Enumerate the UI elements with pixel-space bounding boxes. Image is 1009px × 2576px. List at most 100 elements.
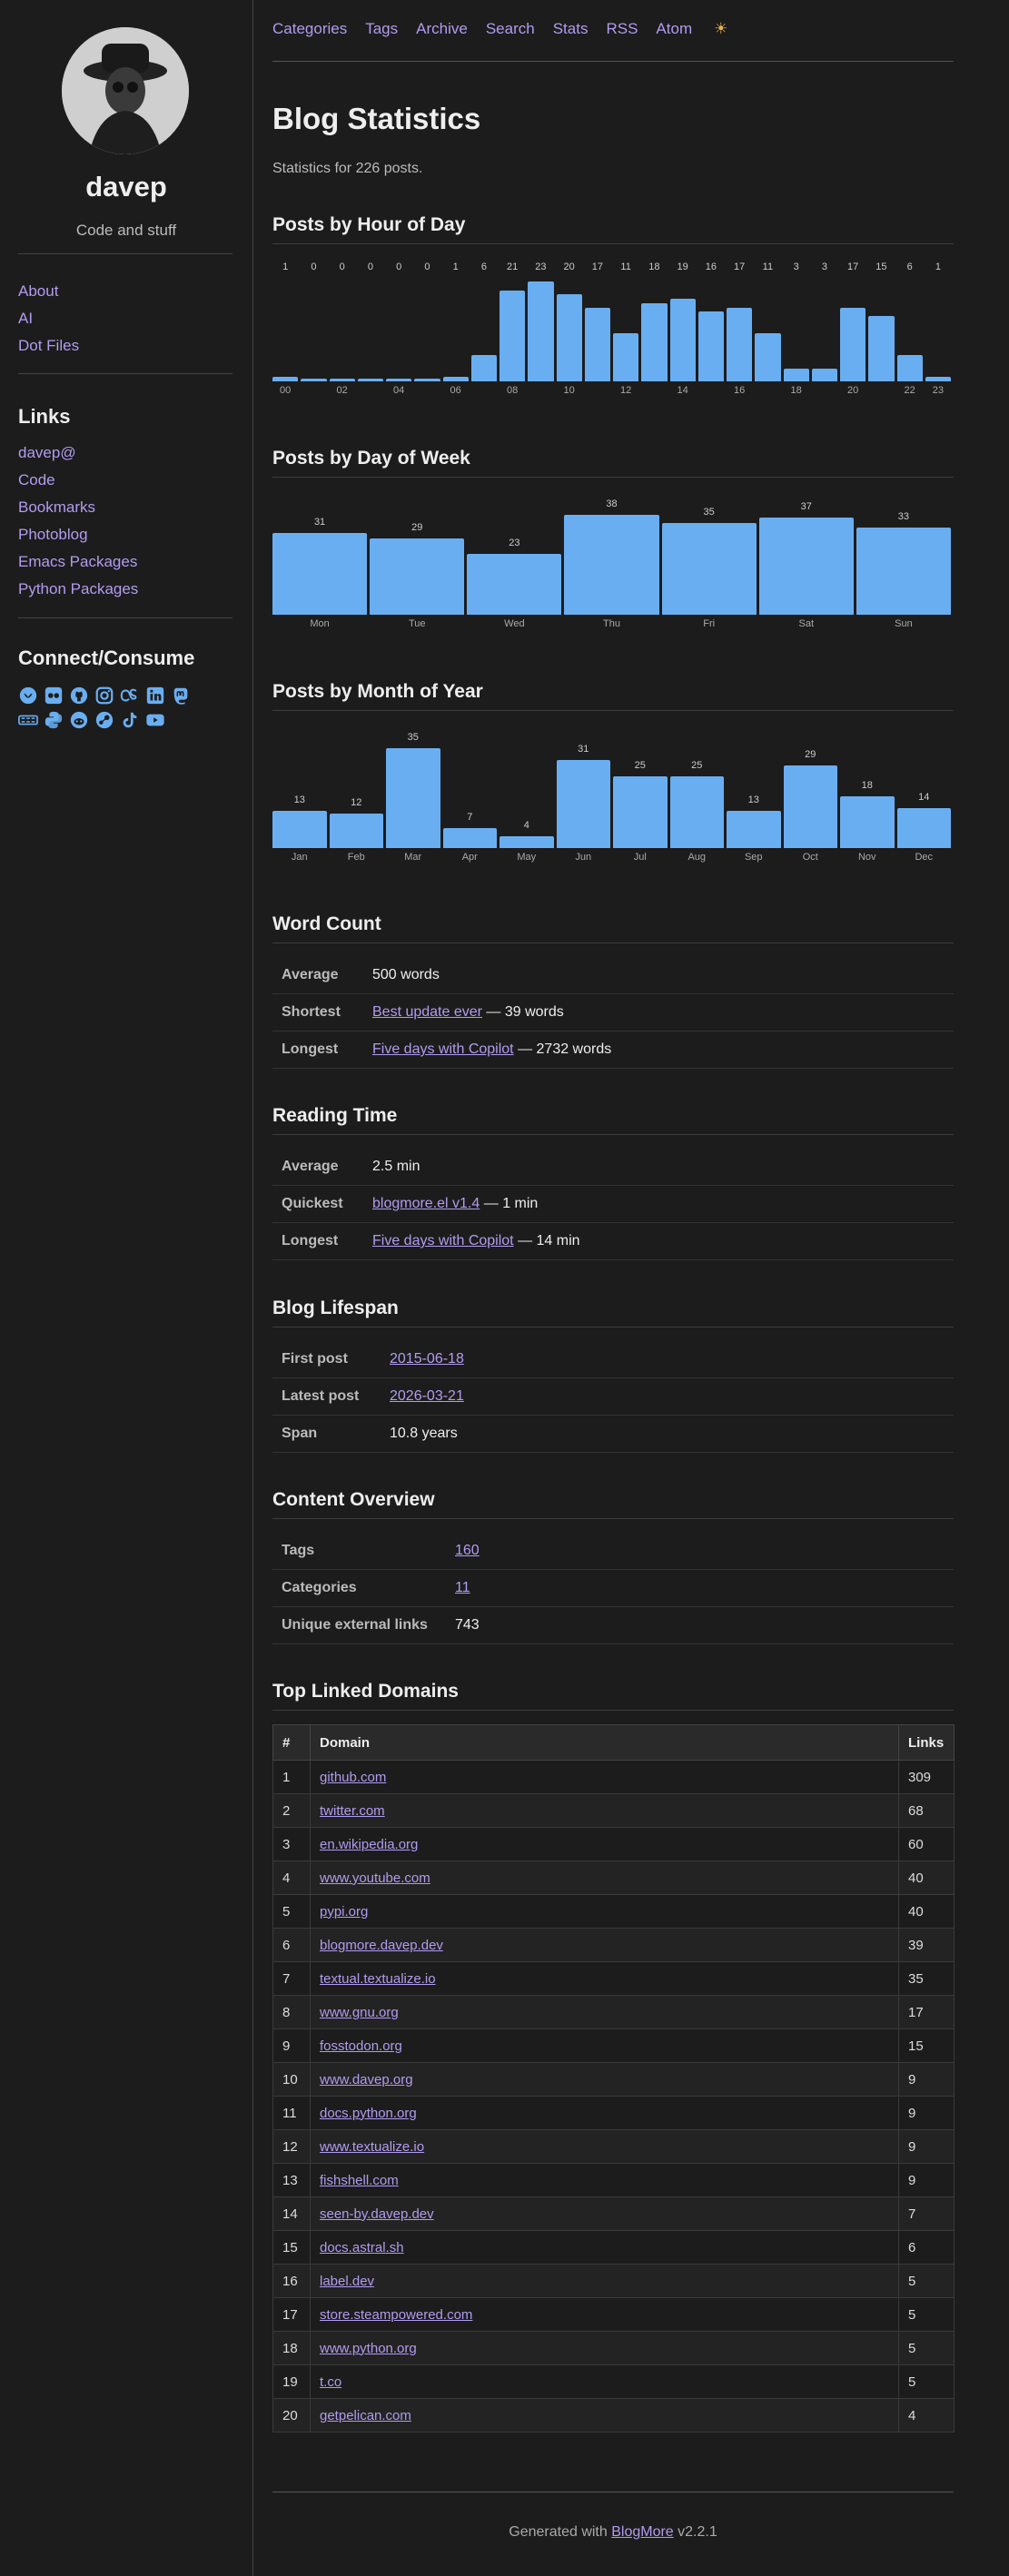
domain-link[interactable]: github.com (320, 1769, 387, 1785)
avatar[interactable] (62, 27, 189, 154)
table-row: 12 www.textualize.io 9 (272, 2129, 955, 2164)
links-count-cell: 5 (898, 2331, 955, 2365)
python-icon[interactable] (44, 710, 64, 730)
x-axis-tick-label: 02 (336, 385, 348, 396)
categories-count-link[interactable]: 11 (455, 1580, 470, 1595)
domain-link[interactable]: docs.python.org (320, 2105, 417, 2121)
x-axis-tick-label: 06 (450, 385, 461, 396)
domain-link[interactable]: www.textualize.io (320, 2138, 425, 2155)
sidebar-item-ai[interactable]: AI (18, 310, 34, 327)
sidebar-link-bookmarks[interactable]: Bookmarks (18, 498, 96, 516)
sidebar-link-emacs-packages[interactable]: Emacs Packages (18, 553, 138, 570)
table-row: Unique external links 743 (272, 1607, 954, 1644)
table-row: 20 getpelican.com 4 (272, 2398, 955, 2433)
sidebar-link-python-packages[interactable]: Python Packages (18, 580, 139, 597)
domain-link[interactable]: www.python.org (320, 2340, 417, 2356)
nav-categories[interactable]: Categories (272, 20, 348, 37)
bar-value-label: 7 (467, 812, 473, 823)
theme-toggle-sun-icon[interactable]: ☀ (714, 20, 728, 37)
chart-bar (442, 828, 497, 848)
sidebar-link-photoblog[interactable]: Photoblog (18, 526, 88, 543)
links-count-cell: 60 (898, 1827, 955, 1861)
chart-bar (357, 379, 383, 381)
x-axis-tick-label: Wed (504, 618, 525, 629)
chart-bar (925, 377, 951, 381)
bar-value-label: 3 (821, 262, 827, 272)
nav-tags[interactable]: Tags (365, 20, 399, 37)
chart-bar (414, 379, 440, 381)
domain-link[interactable]: t.co (320, 2374, 342, 2390)
chart-bar (613, 333, 639, 381)
x-axis-tick-label: Jun (575, 852, 592, 863)
shortest-post-link[interactable]: Best update ever (372, 1004, 482, 1020)
domain-link[interactable]: label.dev (320, 2273, 375, 2289)
instagram-icon[interactable] (94, 686, 114, 706)
domain-link[interactable]: twitter.com (320, 1802, 385, 1819)
first-post-date-link[interactable]: 2015-06-18 (390, 1351, 464, 1367)
nav-rss[interactable]: RSS (606, 20, 638, 37)
domain-link[interactable]: fishshell.com (320, 2172, 399, 2188)
blogmore-link[interactable]: BlogMore (611, 2524, 674, 2540)
bluesky-icon[interactable] (18, 686, 38, 706)
nav-archive[interactable]: Archive (416, 20, 468, 37)
longest-post-link[interactable]: Five days with Copilot (372, 1041, 514, 1057)
site-name[interactable]: davep (85, 171, 167, 202)
domain-link[interactable]: store.steampowered.com (320, 2306, 473, 2323)
github-icon[interactable] (69, 686, 89, 706)
domain-link[interactable]: getpelican.com (320, 2407, 411, 2423)
chart-bar (811, 368, 837, 381)
x-axis-tick-label: Dec (915, 852, 934, 863)
domain-link[interactable]: blogmore.davep.dev (320, 1937, 443, 1953)
linkedin-icon[interactable] (145, 686, 165, 706)
latest-post-date-link[interactable]: 2026-03-21 (390, 1388, 464, 1404)
intro-text: Statistics for 226 posts. (272, 161, 423, 176)
sidebar-link-code[interactable]: Code (18, 471, 55, 489)
sidebar-item-about[interactable]: About (18, 282, 59, 300)
bar-value-label: 25 (634, 760, 646, 772)
longest-read-link[interactable]: Five days with Copilot (372, 1233, 514, 1249)
bar-value-label: 1 (282, 262, 289, 272)
bar-value-label: 33 (897, 511, 910, 523)
domain-cell: en.wikipedia.org (310, 1827, 899, 1861)
domain-link[interactable]: textual.textualize.io (320, 1970, 436, 1987)
hour-of-day-chart: 1 00 0 0 02 0 0 04 0 1 06 6 21 08 23 20 10 17 11 12 18 19 14 16… (272, 262, 954, 398)
rss-icon[interactable] (18, 710, 38, 730)
flickr-icon[interactable] (44, 686, 64, 706)
domain-link[interactable]: docs.astral.sh (320, 2239, 404, 2255)
domain-link[interactable]: www.youtube.com (320, 1870, 430, 1886)
tiktok-icon[interactable] (120, 710, 140, 730)
tags-count-link[interactable]: 160 (455, 1543, 480, 1558)
chart-bar (896, 355, 923, 381)
quickest-post-link[interactable]: blogmore.el v1.4 (372, 1196, 480, 1211)
row-label: Longest (282, 1233, 339, 1249)
table-body: 1 github.com 309 2 twitter.com 68 3 en.wikipedi… (272, 1760, 955, 2433)
domain-cell: docs.astral.sh (310, 2230, 899, 2265)
bar-value-label: 14 (918, 792, 930, 803)
reddit-icon[interactable] (69, 710, 89, 730)
content-overview-table: Tags 160 Categories 11 Unique external l… (272, 1533, 954, 1644)
youtube-icon[interactable] (145, 710, 165, 730)
sidebar-link-davep[interactable]: davep@ (18, 444, 76, 461)
divider (18, 373, 232, 374)
nav-atom[interactable]: Atom (656, 20, 693, 37)
sidebar-item-dot-files[interactable]: Dot Files (18, 337, 80, 354)
domain-link[interactable]: seen-by.davep.dev (320, 2206, 434, 2222)
lastfm-icon[interactable] (120, 686, 140, 706)
domain-link[interactable]: www.davep.org (320, 2071, 413, 2087)
nav-stats[interactable]: Stats (552, 20, 589, 37)
bar-value-label: 11 (762, 262, 774, 272)
table-row: 8 www.gnu.org 17 (272, 1995, 955, 2029)
nav-divider (272, 61, 954, 62)
domain-link[interactable]: pypi.org (320, 1903, 369, 1920)
domain-link[interactable]: fosstodon.org (320, 2038, 402, 2054)
row-value: 11 (455, 1580, 470, 1596)
steam-icon[interactable] (94, 710, 114, 730)
domain-link[interactable]: en.wikipedia.org (320, 1836, 419, 1852)
nav-search[interactable]: Search (485, 20, 535, 37)
chart-bar (564, 515, 659, 615)
domain-link[interactable]: www.gnu.org (320, 2004, 399, 2020)
table-row: Average 500 words (272, 957, 954, 994)
mastodon-icon[interactable] (171, 686, 191, 706)
x-axis-tick-label: 20 (847, 385, 859, 396)
domain-cell: fishshell.com (310, 2163, 899, 2197)
